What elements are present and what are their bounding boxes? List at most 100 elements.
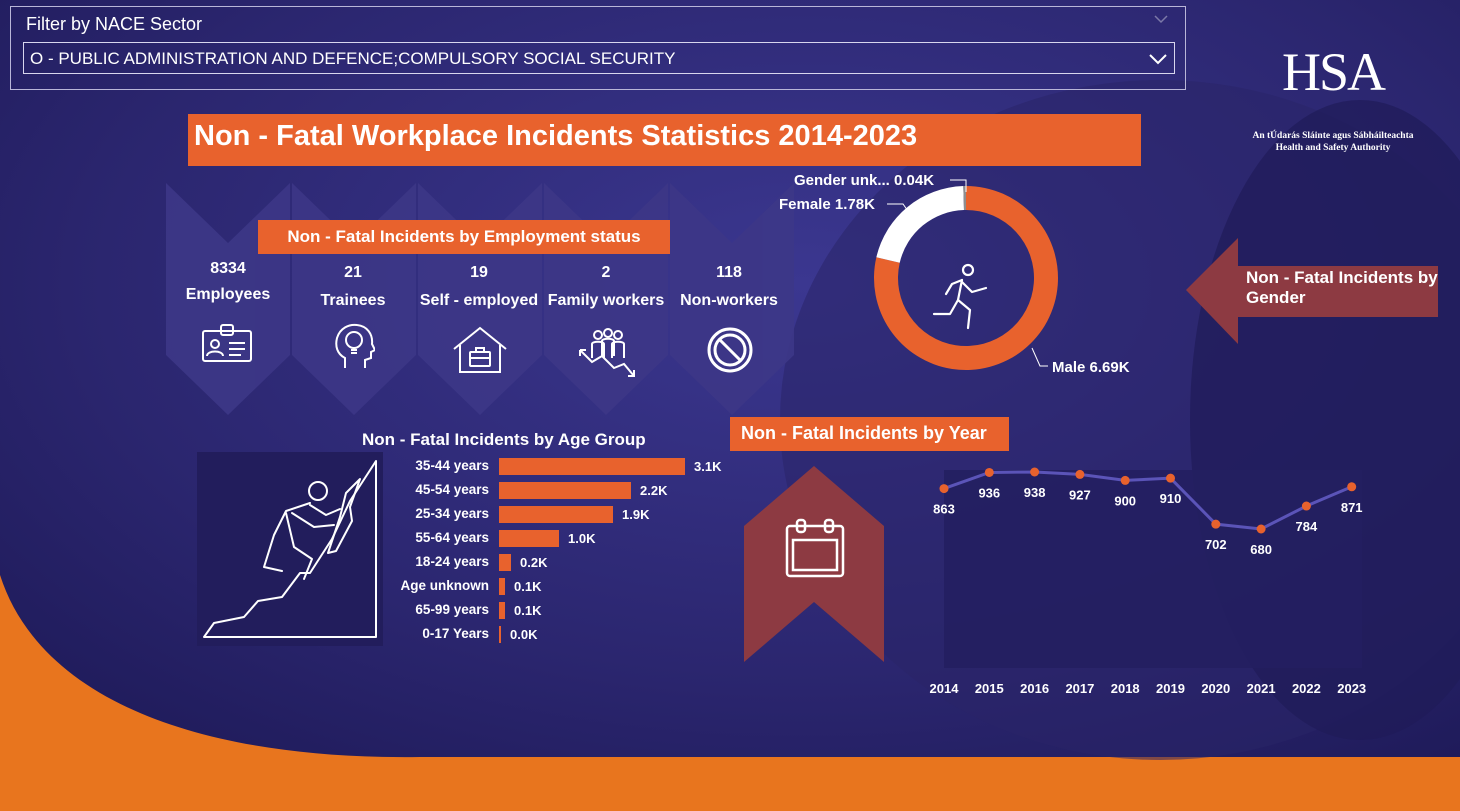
year-data-label: 927	[1069, 487, 1091, 502]
age-category-label: 0-17 Years	[422, 626, 489, 641]
hsa-logo: HSA An tÚdarás Sláinte agus Sábháilteach…	[1218, 42, 1448, 154]
page-title: Non - Fatal Workplace Incidents Statisti…	[188, 114, 1141, 166]
donut-slice-unknown[interactable]	[963, 186, 966, 211]
age-bar-value: 1.9K	[622, 507, 650, 522]
age-category-label: Age unknown	[400, 578, 490, 593]
year-data-label: 910	[1160, 491, 1182, 506]
age-category-label: 45-54 years	[415, 482, 489, 497]
year-data-point[interactable]	[939, 484, 949, 494]
house-briefcase-icon	[453, 326, 507, 373]
chevron-down-icon	[1149, 54, 1167, 65]
age-bar[interactable]	[499, 506, 613, 523]
age-bar[interactable]	[499, 554, 511, 571]
hsa-logo-text: HSA	[1281, 42, 1386, 102]
calendar-icon	[785, 518, 845, 578]
year-data-point[interactable]	[1347, 482, 1357, 492]
year-data-label: 863	[933, 502, 955, 517]
year-series-line	[943, 470, 1353, 531]
age-bar[interactable]	[499, 530, 559, 547]
year-tick-label: 2018	[1111, 681, 1140, 696]
age-category-label: 35-44 years	[415, 458, 489, 473]
age-bar-value: 0.0K	[510, 627, 538, 642]
year-data-point[interactable]	[1256, 524, 1266, 534]
year-section-title: Non - Fatal Incidents by Year	[730, 417, 1009, 451]
age-bar-value: 0.2K	[520, 555, 548, 570]
gender-arrow-shape	[1186, 238, 1438, 344]
year-data-point[interactable]	[1075, 469, 1085, 479]
year-data-label: 702	[1205, 537, 1227, 552]
year-tick-label: 2016	[1020, 681, 1049, 696]
employment-label: Non-workers	[680, 292, 778, 309]
employment-item-self-employed: 19 Self - employed	[416, 264, 542, 310]
climber-panel	[197, 452, 383, 646]
employment-item-non-workers: 118 Non-workers	[666, 264, 792, 310]
chevron-down-icon[interactable]	[1153, 13, 1169, 25]
sector-filter-panel: Filter by NACE Sector O - PUBLIC ADMINIS…	[10, 6, 1186, 90]
logo-subtitle-english: Health and Safety Authority	[1275, 143, 1391, 153]
age-group-title: Non - Fatal Incidents by Age Group	[362, 430, 646, 449]
year-tick-label: 2023	[1337, 681, 1366, 696]
employment-label: Family workers	[547, 292, 665, 309]
year-data-point[interactable]	[1166, 473, 1175, 483]
year-data-label: 680	[1250, 542, 1272, 557]
year-data-label: 936	[978, 485, 1000, 500]
year-tick-label: 2017	[1065, 681, 1094, 696]
year-line-chart: 863 2014 936 2015 938 2016 927 2017 900 2018 910 20…	[930, 467, 1366, 696]
running-person-icon	[932, 263, 988, 330]
year-data-label: 871	[1341, 500, 1363, 515]
age-category-label: 65-99 years	[415, 602, 489, 617]
head-lightbulb-icon	[335, 323, 375, 368]
age-category-label: 18-24 years	[415, 554, 489, 569]
age-bar-value: 1.0K	[568, 531, 596, 546]
id-badge-icon	[202, 324, 252, 362]
filter-title: Filter by NACE Sector	[26, 14, 203, 34]
year-chevron-shape	[744, 466, 884, 662]
age-bar-value: 0.1K	[514, 579, 542, 594]
year-tick-label: 2014	[930, 681, 960, 696]
age-category-label: 55-64 years	[415, 530, 489, 545]
year-tick-label: 2019	[1156, 681, 1185, 696]
prohibited-icon	[707, 327, 753, 373]
donut-label-male: Male 6.69K	[1052, 359, 1130, 376]
donut-label-female: Female 1.78K	[779, 196, 875, 213]
employment-value: 2	[601, 264, 611, 281]
age-category-label: 25-34 years	[415, 506, 489, 521]
employment-value: 8334	[210, 260, 246, 277]
employment-status-title: Non - Fatal Incidents by Employment stat…	[258, 220, 670, 254]
employment-value: 21	[344, 264, 362, 281]
employment-item-family-workers: 2 Family workers	[543, 264, 669, 310]
age-bar[interactable]	[499, 626, 501, 643]
year-tick-label: 2022	[1292, 681, 1321, 696]
employment-label: Self - employed	[419, 292, 539, 309]
donut-label-unknown: Gender unk... 0.04K	[794, 172, 935, 189]
year-tick-label: 2015	[975, 681, 1004, 696]
age-bar[interactable]	[499, 578, 505, 595]
employment-item-trainees: 21 Trainees	[290, 264, 416, 310]
age-bar[interactable]	[499, 482, 631, 499]
year-data-point[interactable]	[1120, 475, 1130, 485]
year-data-point[interactable]	[1301, 501, 1311, 511]
gender-section-label: Non - Fatal Incidents by Gender	[1246, 268, 1438, 307]
age-bar-value: 2.2K	[640, 483, 668, 498]
sector-dropdown[interactable]: O - PUBLIC ADMINISTRATION AND DEFENCE;CO…	[23, 42, 1175, 74]
year-chart-panel	[944, 470, 1362, 668]
age-bar[interactable]	[499, 458, 685, 475]
sector-dropdown-value: O - PUBLIC ADMINISTRATION AND DEFENCE;CO…	[30, 49, 676, 68]
year-data-point[interactable]	[984, 467, 994, 477]
climber-icon	[203, 460, 377, 638]
employment-item-employees: 8334 Employees	[165, 260, 291, 304]
employment-value: 118	[716, 264, 742, 281]
year-data-point[interactable]	[1030, 467, 1040, 477]
year-data-point[interactable]	[1211, 519, 1221, 529]
year-data-label: 784	[1296, 519, 1318, 534]
gender-donut-chart	[874, 186, 1058, 370]
logo-subtitle-irish: An tÚdarás Sláinte agus Sábháilteachta	[1252, 131, 1414, 141]
employment-value: 19	[470, 264, 488, 281]
year-data-label: 900	[1114, 493, 1136, 508]
donut-slice-female[interactable]	[876, 186, 964, 263]
year-tick-label: 2020	[1201, 681, 1230, 696]
year-data-label: 938	[1024, 485, 1046, 500]
year-tick-label: 2021	[1247, 681, 1276, 696]
age-bar[interactable]	[499, 602, 505, 619]
employment-label: Trainees	[320, 292, 386, 309]
